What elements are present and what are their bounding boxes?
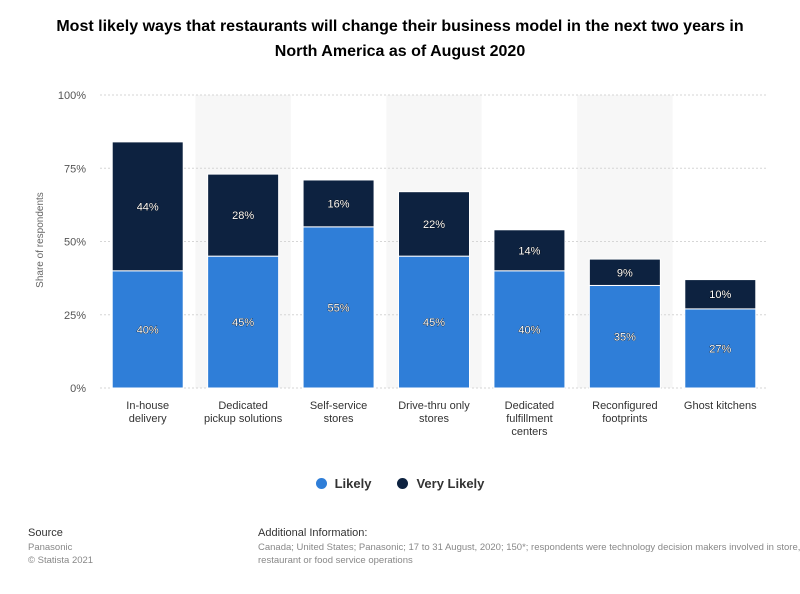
y-axis-ticks: 0% 25% 50% 75% 100% (58, 90, 86, 395)
data-label: 40% (518, 324, 540, 336)
legend-marker (315, 478, 327, 489)
bar-likely (207, 255, 280, 389)
additional-info-text: Canada; United States; Panasonic; 17 to … (258, 542, 800, 566)
x-tick-label: Self-service stores (310, 400, 367, 425)
source-line-2: © Statista 2021 (28, 555, 94, 566)
y-tick-label: 75% (64, 163, 86, 175)
data-label: 40% (137, 324, 159, 336)
additional-info-heading: Additional Information: (258, 527, 368, 539)
legend-marker (397, 478, 409, 489)
bar-very-likely (684, 279, 757, 310)
y-tick-label: 100% (58, 90, 86, 102)
chart-plot: 0% 25% 50% 75% 100% Share of respondents 40%… (35, 90, 768, 438)
additional-info-block: Additional Information: Canada; United S… (258, 527, 800, 567)
x-tick-label: Drive-thru only stores (398, 400, 470, 425)
y-tick-label: 0% (70, 383, 86, 395)
bar-likely (302, 226, 375, 389)
data-label: 22% (423, 219, 445, 231)
data-label: 45% (232, 317, 254, 329)
bar-very-likely (493, 229, 566, 272)
x-tick-label: Dedicated fulfillment centers (505, 400, 555, 438)
legend-label: Likely (334, 476, 372, 491)
bar-very-likely (207, 173, 280, 257)
bar-very-likely (588, 258, 661, 286)
source-heading: Source (28, 527, 63, 539)
y-tick-label: 25% (64, 310, 86, 322)
data-label: 14% (518, 245, 540, 257)
x-axis-labels: In-house delivery Dedicated pickup solution… (126, 400, 757, 438)
bar-likely (493, 270, 566, 389)
bar-likely (111, 270, 184, 389)
y-axis-label: Share of respondents (35, 192, 46, 288)
data-label: 9% (617, 267, 633, 279)
legend-item[interactable]: Very Likely (397, 476, 484, 491)
data-label: 45% (423, 317, 445, 329)
data-label: 35% (614, 332, 636, 344)
y-tick-label: 50% (64, 237, 86, 249)
x-tick-label: Reconfigured footprints (592, 400, 657, 425)
legend-item[interactable]: Likely (315, 476, 372, 491)
legend: Likely Very Likely (0, 476, 800, 491)
chart-title: Most likely ways that restaurants will c… (56, 18, 744, 60)
data-label: 44% (137, 201, 159, 213)
bar-very-likely (111, 141, 184, 272)
bar-likely (684, 308, 757, 389)
legend-label: Very Likely (416, 476, 485, 491)
bars: 40% 44% 45% 28% 55% 16% 45% 22% 40% 14% 35% 9% 27% 10… (111, 141, 757, 389)
data-label: 55% (328, 302, 350, 314)
data-label: 10% (709, 289, 731, 301)
x-tick-label: Dedicated pickup solutions (204, 400, 283, 425)
source-block: Source Panasonic © Statista 2021 (28, 527, 93, 567)
source-line-1: Panasonic (28, 542, 73, 553)
x-tick-label: In-house delivery (126, 400, 169, 425)
data-label: 28% (232, 210, 254, 222)
data-label: 16% (328, 198, 350, 210)
bar-very-likely (302, 179, 375, 228)
bar-very-likely (398, 191, 470, 257)
bar-likely (398, 255, 470, 389)
data-label: 27% (709, 343, 731, 355)
x-tick-label: Ghost kitchens (684, 400, 757, 412)
